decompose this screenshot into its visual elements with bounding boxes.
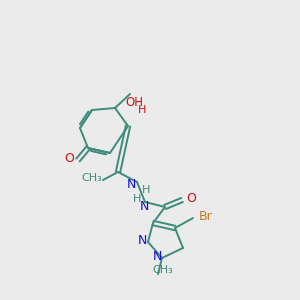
Text: CH₃: CH₃	[82, 173, 102, 183]
Text: O: O	[186, 193, 196, 206]
Text: N: N	[139, 200, 149, 212]
Text: H: H	[133, 194, 141, 204]
Text: OH: OH	[125, 95, 143, 109]
Text: O: O	[64, 152, 74, 166]
Text: CH₃: CH₃	[153, 265, 173, 275]
Text: N: N	[137, 235, 147, 248]
Text: Br: Br	[199, 209, 213, 223]
Text: N: N	[152, 250, 162, 263]
Text: H: H	[142, 185, 150, 195]
Text: H: H	[138, 105, 146, 115]
Text: N: N	[126, 178, 136, 191]
